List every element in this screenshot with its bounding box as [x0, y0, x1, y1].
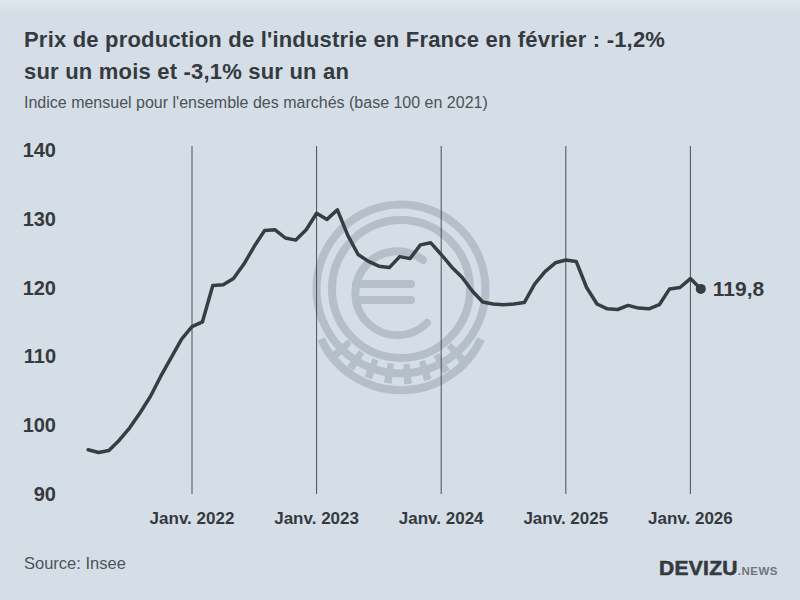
year-gridlines: [192, 146, 690, 494]
x-axis-label: Janv. 2024: [399, 509, 484, 528]
brand-suffix: .NEWS: [738, 565, 778, 577]
x-axis-label: Janv. 2022: [150, 509, 235, 528]
x-axis-labels: Janv. 2022 Janv. 2023 Janv. 2024 Janv. 2025…: [150, 509, 733, 528]
y-axis-tick-label: 110: [24, 345, 56, 367]
price-index-line: [88, 210, 701, 453]
y-axis-tick-label: 90: [34, 483, 56, 505]
source-note: Source: Insee: [24, 554, 126, 573]
line-chart: 14013012011010090 Janv. 2022Janv. 2023Ja…: [0, 0, 800, 600]
x-axis-label: Janv. 2026: [648, 509, 733, 528]
euro-coin-watermark: [317, 205, 486, 391]
y-axis-tick-label: 130: [23, 208, 56, 230]
y-axis-tick-label: 100: [23, 414, 56, 436]
infographic-page: Prix de production de l'industrie en Fra…: [0, 0, 800, 600]
brand-name: DEVIZU: [659, 556, 738, 579]
y-axis-tick-label: 120: [23, 277, 56, 299]
brand-logo: DEVIZU.NEWS: [659, 556, 778, 580]
coin-outer-ring: [317, 205, 486, 374]
last-value-label: 119,8: [713, 277, 765, 300]
y-axis-tick-labels: 140 130 120 110 100 90: [23, 139, 56, 505]
last-point-marker: [696, 284, 706, 294]
y-axis-tick-label: 140: [23, 139, 56, 161]
x-axis-label: Janv. 2023: [274, 509, 359, 528]
x-axis-label: Janv. 2025: [523, 509, 608, 528]
